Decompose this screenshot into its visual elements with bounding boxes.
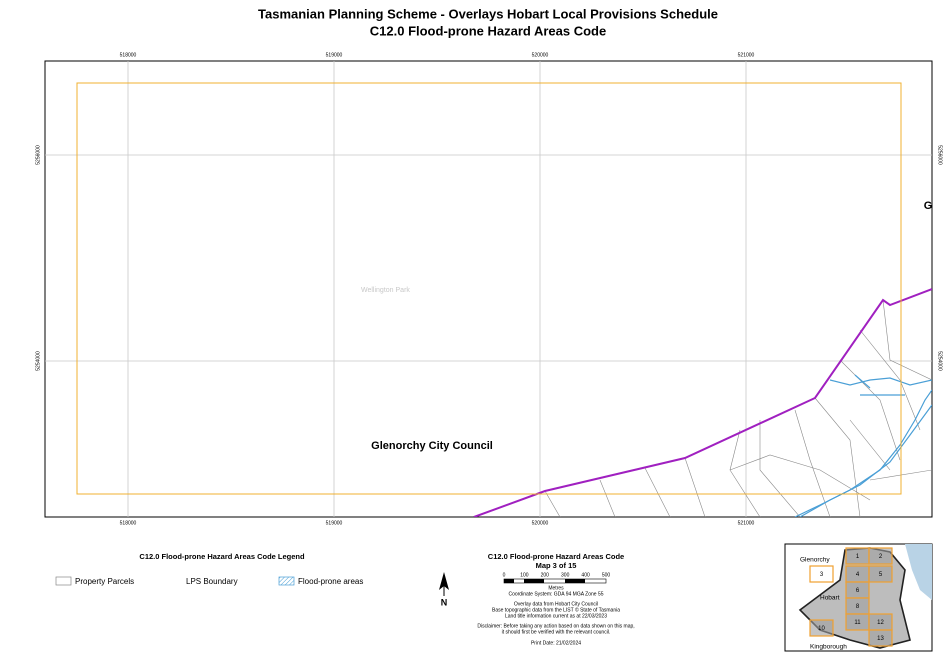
map-number: Map 3 of 15 [536,561,577,570]
easting-label: 519000 [326,520,343,526]
inset-map: Glenorchy Hobart Kingborough [784,543,933,652]
subtitle: C12.0 Flood-prone Hazard Areas Code [370,23,606,38]
coordinate-system: Coordinate System: GDA 94 MGA Zone 55 [508,591,603,597]
easting-label: 518000 [120,520,137,526]
legend: C12.0 Flood-prone Hazard Areas Code Lege… [55,552,363,586]
sheet-number: 6 [856,588,860,594]
legend-item: Flood-prone areas [298,577,363,586]
sheet [868,547,893,565]
sheet-number: 12 [877,620,884,626]
inset-place: Kingborough [810,644,847,651]
northing-label: 5256000 [35,145,41,165]
disclaimer: Disclaimer: Before taking any action bas… [477,623,634,629]
sheet-number: 10 [818,626,825,632]
easting-label: 520000 [532,520,549,526]
scale-label: 0 [503,572,506,578]
municipal-boundary [473,288,932,517]
northing-label: 5254000 [35,351,41,371]
sheet-number: 5 [879,572,883,578]
map-frame: Wellington Park Glenorchy City Council G [44,60,933,518]
scale-bar: 0 100 200 300 400 500 [503,572,611,584]
easting-label: 521000 [738,52,755,58]
place-label: Wellington Park [361,287,410,294]
sheet [868,565,893,583]
scale-label: 100 [520,572,529,578]
sheet-number: 8 [856,604,860,610]
title: Tasmanian Planning Scheme - Overlays Hob… [258,6,718,21]
map-border [44,60,933,518]
sheet [809,565,834,583]
easting-label: 520000 [532,52,549,58]
lps-boundary [76,82,902,495]
note: Overlay data from Hobart City Council [514,601,598,607]
note: Base topographic data from the LIST © St… [492,606,620,613]
north-arrow: N [439,572,449,607]
inset-place: Hobart [820,595,840,602]
sheet-number: 4 [856,572,860,578]
scale-label: 300 [561,572,570,578]
info-block: C12.0 Flood-prone Hazard Areas Code Map … [477,552,634,646]
easting-label: 518000 [120,52,137,58]
scale-unit: Metres [548,585,564,591]
north-label: N [441,597,448,607]
easting-label: 519000 [326,52,343,58]
sheet-number: 13 [877,636,884,642]
place-label: Glenorchy City Council [371,440,493,452]
legend-item: LPS Boundary [186,577,238,586]
legend-item: Property Parcels [75,577,134,586]
sheet-number: 2 [879,554,883,560]
sheet [868,629,893,647]
scale-label: 500 [602,572,611,578]
sheet-grid [809,547,893,647]
print-date: Print Date: 21/02/2024 [531,640,581,646]
sheet-number: 11 [854,620,861,626]
sheet-number: 1 [856,554,860,560]
sheet-number: 3 [820,572,824,578]
coordinates: 518000 519000 520000 521000 518000 51900… [35,52,942,526]
northing-label: 5256000 [937,145,943,165]
easting-label: 521000 [738,520,755,526]
scale-label: 400 [581,572,590,578]
note: Land title information current as at 22/… [505,613,607,619]
legend-swatch [278,576,295,586]
legend-swatch [55,576,72,586]
place-label: G [924,200,933,212]
info-title: C12.0 Flood-prone Hazard Areas Code [488,552,624,561]
scale-label: 200 [541,572,550,578]
flood-prone-areas [794,374,932,517]
disclaimer: it should first be verified with the rel… [502,629,611,635]
sheet [809,619,834,637]
legend-title: C12.0 Flood-prone Hazard Areas Code Lege… [139,552,305,561]
inset-place: Glenorchy [800,557,830,564]
northing-label: 5254000 [937,351,943,371]
